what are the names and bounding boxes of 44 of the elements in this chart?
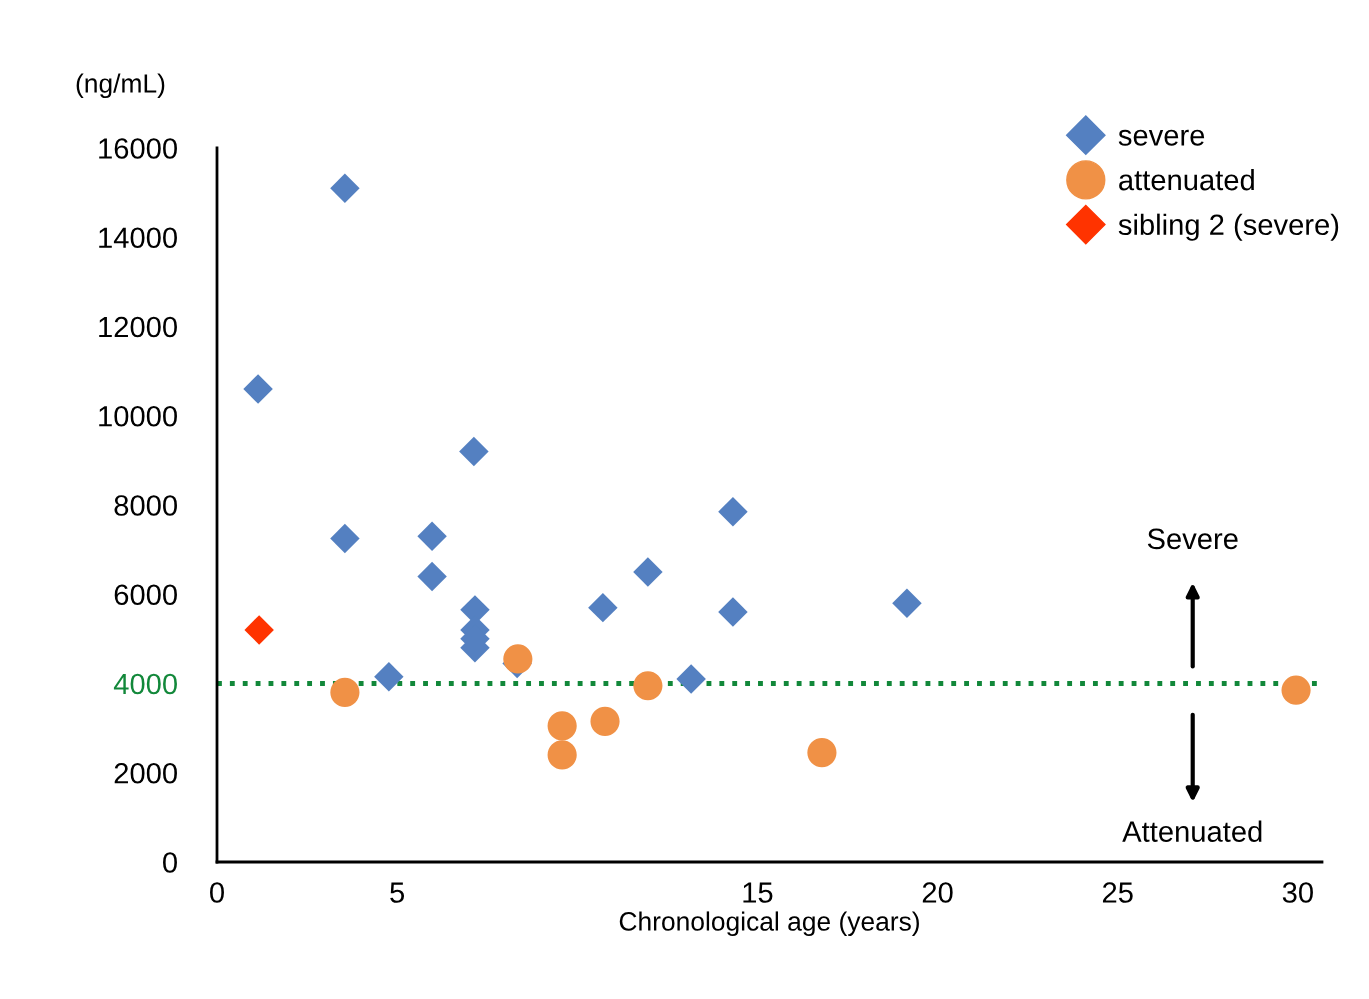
point <box>547 740 577 770</box>
x-tick-label: 15 <box>743 882 773 903</box>
point <box>633 671 663 701</box>
x-tick-label: 0 <box>210 882 224 903</box>
point <box>374 662 404 692</box>
point <box>330 523 360 554</box>
point <box>718 597 748 627</box>
y-tick-label: 8000 <box>114 495 177 516</box>
y-tick-label: 0 <box>163 852 177 873</box>
point <box>330 173 360 203</box>
legend-label: severe <box>1118 129 1205 146</box>
point <box>1281 675 1311 705</box>
point <box>417 521 447 551</box>
point <box>547 711 577 741</box>
x-axis-title: Chronological age (years) <box>619 911 919 937</box>
point <box>676 664 706 694</box>
y-tick-label: 10000 <box>99 405 177 427</box>
point <box>892 588 922 618</box>
y-tick-label: 14000 <box>99 227 177 249</box>
x-tick-label: 30 <box>1282 882 1313 903</box>
point <box>633 557 663 587</box>
point <box>244 615 274 645</box>
y-tick-label: 4000 <box>113 673 177 695</box>
x-tick-label: 20 <box>922 882 953 903</box>
x-tick-label: 25 <box>1102 882 1133 903</box>
point <box>588 592 618 623</box>
legend-label: attenuated <box>1119 168 1254 191</box>
point <box>417 561 447 592</box>
point <box>718 496 748 527</box>
point <box>243 374 273 404</box>
y-tick-label: 2000 <box>114 762 177 784</box>
point <box>503 644 533 674</box>
annotation: Severe <box>1147 528 1238 550</box>
y-tick-label: 6000 <box>114 584 177 606</box>
point <box>459 436 489 467</box>
y-tick-label: 12000 <box>99 316 177 338</box>
annotation: Attenuated <box>1122 820 1262 842</box>
legend-label: sibling 2 (severe) <box>1118 213 1339 241</box>
x-tick-label: 5 <box>390 882 405 903</box>
point <box>807 738 837 768</box>
y-tick-label: 16000 <box>99 138 177 159</box>
text: (ng/mL) <box>76 73 165 99</box>
point <box>590 706 620 737</box>
point <box>330 677 360 708</box>
